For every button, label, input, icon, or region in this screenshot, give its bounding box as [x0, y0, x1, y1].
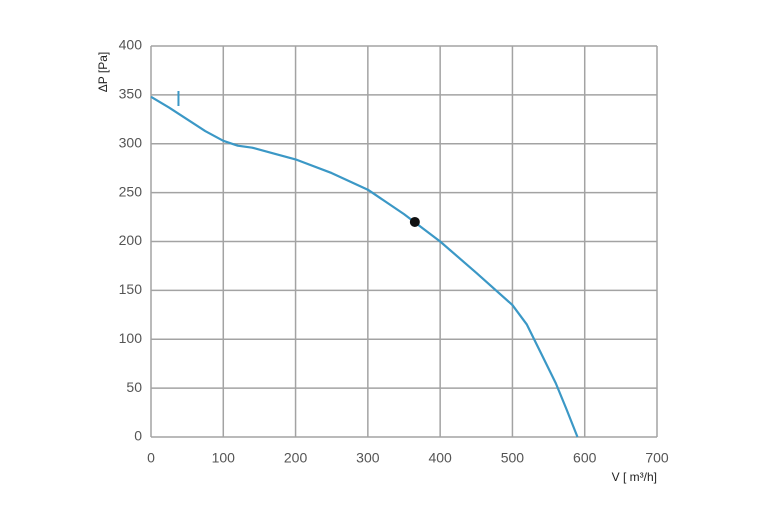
- x-axis-label: V [ m³/h]: [612, 470, 657, 484]
- x-tick-label: 300: [356, 450, 380, 466]
- y-tick-label: 100: [119, 330, 143, 346]
- y-tick-label: 150: [119, 281, 143, 297]
- y-tick-label: 250: [119, 183, 143, 199]
- y-axis-label: ΔP [Pa]: [96, 52, 110, 92]
- x-tick-label: 0: [147, 450, 155, 466]
- x-tick-label: 400: [428, 450, 452, 466]
- curve: [150, 95, 579, 438]
- y-tick-label: 200: [119, 232, 143, 248]
- x-tick-label: 700: [645, 450, 669, 466]
- y-tick-label: 50: [126, 379, 142, 395]
- y-tick-label: 400: [119, 37, 143, 53]
- x-tick-label: 200: [284, 450, 308, 466]
- x-tick-label: 600: [573, 450, 597, 466]
- operating-point: [409, 216, 420, 227]
- y-tick-label: 350: [119, 86, 143, 102]
- y-tick-label: 0: [134, 428, 142, 444]
- x-tick-label: 500: [501, 450, 525, 466]
- y-tick-label: 300: [119, 134, 143, 150]
- x-tick-label: 100: [212, 450, 236, 466]
